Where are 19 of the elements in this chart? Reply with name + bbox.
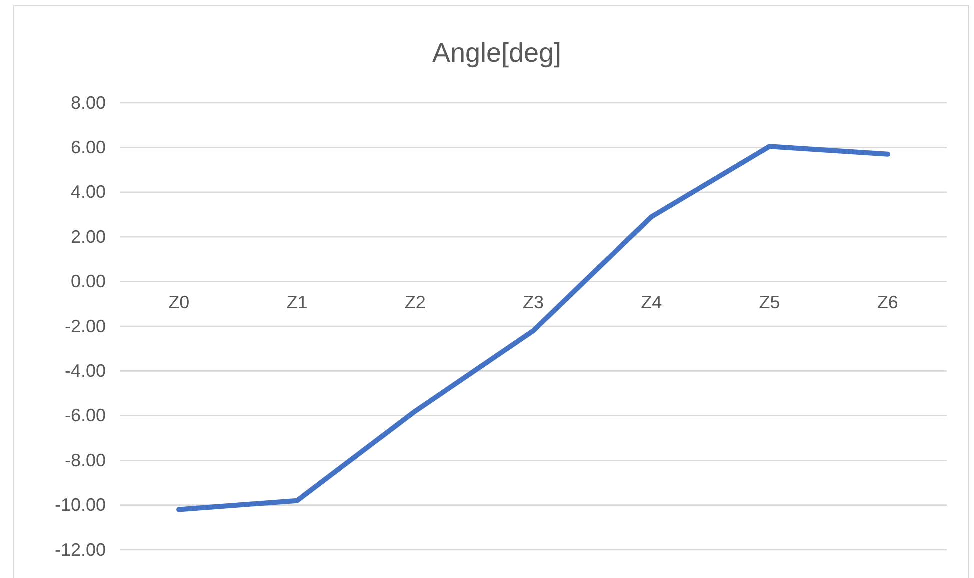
x-tick-label: Z3 [522,292,544,313]
x-tick-label: Z1 [286,292,308,313]
x-tick-label: Z2 [404,292,426,313]
x-tick-label: Z5 [759,292,780,313]
y-tick-label: -2.00 [64,316,106,336]
y-tick-label: 6.00 [70,137,106,158]
y-tick-label: 4.00 [70,182,106,202]
y-tick-label: -6.00 [64,406,106,426]
chart-title: Angle[deg] [432,38,562,68]
y-tick-label: 0.00 [70,272,106,292]
x-tick-label: Z6 [877,292,898,313]
x-tick-label: Z0 [168,292,190,313]
y-tick-label: 8.00 [70,92,106,113]
y-tick-label: -12.00 [54,540,106,560]
y-tick-label: -10.00 [54,495,106,516]
y-tick-label: 2.00 [70,226,106,247]
y-tick-label: -4.00 [64,360,106,381]
y-tick-label: -8.00 [64,450,106,470]
x-tick-label: Z4 [641,292,662,313]
